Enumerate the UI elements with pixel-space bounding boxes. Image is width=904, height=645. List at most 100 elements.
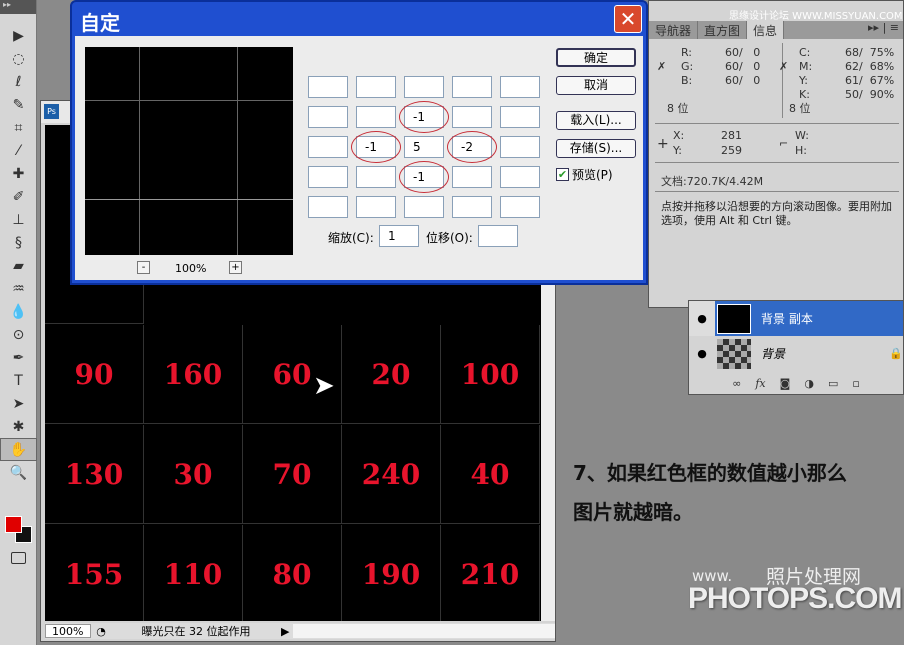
matrix-cell[interactable] [308,136,348,158]
quick-mask-icon[interactable] [11,552,26,564]
ypos-value: 259 [721,144,742,157]
tab-histogram[interactable]: 直方图 [698,21,748,39]
custom-filter-dialog: 自定 ✕ - 100% + -1 -1 5 -2 -1 缩放(C): 1 位移(O): … [70,0,648,285]
layer-row[interactable]: ● 背景 🔒 [689,336,903,371]
info-panel: 思缘设计论坛 WWW.MISSYUAN.COM 导航器 直方图 信息 ▸▸ | … [648,0,904,308]
matrix-cell[interactable] [404,76,444,98]
watermark-cn: 照片处理网 [766,566,862,588]
eye-icon[interactable]: ● [697,347,707,360]
pen-tool-icon[interactable]: ✒ [12,349,25,366]
preview-checkbox[interactable]: ✔ [556,168,569,181]
hand-tool-icon[interactable]: ✋ [0,438,37,461]
matrix-cell[interactable] [308,166,348,188]
new-layer-icon[interactable]: ▫ [852,376,860,390]
scale-input[interactable]: 1 [379,225,419,247]
quick-select-tool-icon[interactable]: ✎ [12,96,25,113]
eyedropper-tool-icon[interactable]: ⁄ [17,142,20,159]
shape-tool-icon[interactable]: ✱ [12,418,25,435]
load-button[interactable]: 载入(L)... [556,111,636,130]
matrix-cell[interactable] [356,166,396,188]
foreground-color-swatch[interactable] [5,516,22,533]
grid-cell: 30 [144,425,243,524]
r-label: R: [681,46,693,59]
close-button[interactable]: ✕ [614,5,642,33]
zoom-in-button[interactable]: + [229,261,242,274]
x-label: X: [673,129,685,142]
offset-input[interactable] [478,225,518,247]
fx-icon[interactable]: fx [755,376,766,390]
type-tool-icon[interactable]: T [14,372,23,389]
collapse-icon[interactable]: ▸▸ [0,0,36,14]
watermark-top: 思缘设计论坛 WWW.MISSYUAN.COM [729,11,903,22]
matrix-cell[interactable] [452,76,492,98]
matrix-cell[interactable] [452,166,492,188]
bits-left: 8 位 [667,102,689,115]
cursor-icon: ➤ [313,371,335,401]
lock-icon: 🔒 [889,347,903,360]
lasso-tool-icon[interactable]: ℓ [15,73,22,90]
watermark-small: www. [692,567,733,585]
k-value: 50/ 90% [845,88,895,101]
layer-thumbnail [717,338,751,369]
link-icon[interactable]: ∞ [732,376,742,390]
matrix-cell[interactable] [308,76,348,98]
status-arrow-icon[interactable]: ▶ [281,624,290,638]
matrix-cell[interactable] [452,196,492,218]
adjustment-icon[interactable]: ◑ [804,376,814,390]
marquee-tool-icon[interactable]: ◌ [12,50,25,67]
move-tool-icon[interactable]: ▶ [13,27,24,44]
matrix-cell[interactable] [500,106,540,128]
healing-tool-icon[interactable]: ✚ [12,165,25,182]
layer-row[interactable]: ● 背景 副本 [689,301,903,336]
grid-cell: 190 [342,525,441,621]
matrix-cell[interactable] [308,196,348,218]
matrix-cell[interactable] [356,76,396,98]
matrix-cell[interactable] [452,106,492,128]
matrix-cell[interactable] [500,196,540,218]
highlight-ring [447,131,497,163]
path-select-icon[interactable]: ➤ [12,395,25,412]
tab-navigator[interactable]: 导航器 [649,21,699,39]
matrix-cell[interactable] [356,196,396,218]
blur-tool-icon[interactable]: 💧 [9,303,28,320]
group-icon[interactable]: ▭ [827,376,839,390]
cancel-button[interactable]: 取消 [556,76,636,95]
stamp-tool-icon[interactable]: ⊥ [12,211,25,228]
dodge-tool-icon[interactable]: ⊙ [12,326,25,343]
matrix-cell[interactable] [308,106,348,128]
highlight-ring [399,101,449,133]
bucket-tool-icon[interactable]: ♒ [12,280,25,297]
status-menu-icon[interactable]: ◔ [96,624,106,638]
zoom-out-button[interactable]: - [137,261,150,274]
brush-tool-icon[interactable]: ✐ [12,188,25,205]
zoom-tool-icon[interactable]: 🔍 [9,464,28,481]
zoom-level[interactable]: 100% [45,624,91,638]
eye-icon[interactable]: ● [689,301,715,336]
matrix-cell[interactable] [500,136,540,158]
save-button[interactable]: 存储(S)... [556,139,636,158]
matrix-cell[interactable]: 5 [404,136,444,158]
matrix-cell[interactable] [404,196,444,218]
grid-cell: 160 [144,325,243,424]
matrix-cell[interactable] [500,76,540,98]
matrix-cell[interactable] [500,166,540,188]
mask-icon[interactable]: ◙ [779,376,791,390]
eraser-tool-icon[interactable]: ▰ [13,257,24,274]
ok-button[interactable]: 确定 [556,48,636,67]
highlight-ring [351,131,401,163]
offset-label: 位移(O): [426,231,473,245]
grid-cell: 240 [342,425,441,524]
filter-preview[interactable] [85,47,293,255]
bits-right: 8 位 [789,102,811,115]
matrix-cell[interactable] [356,106,396,128]
history-brush-icon[interactable]: § [15,234,22,251]
crop-tool-icon[interactable]: ⌗ [14,119,23,136]
c-value: 68/ 75% [845,46,895,59]
preview-zoom: 100% [175,262,207,275]
panel-menu-icon[interactable]: ▸▸ | ≡ [868,21,899,34]
document-size: 文档:720.7K/4.42M [661,175,764,188]
tab-info[interactable]: 信息 [747,21,785,39]
horizontal-scrollbar[interactable] [293,624,555,638]
y-label: Y: [799,74,808,87]
grid-cell: 210 [441,525,540,621]
